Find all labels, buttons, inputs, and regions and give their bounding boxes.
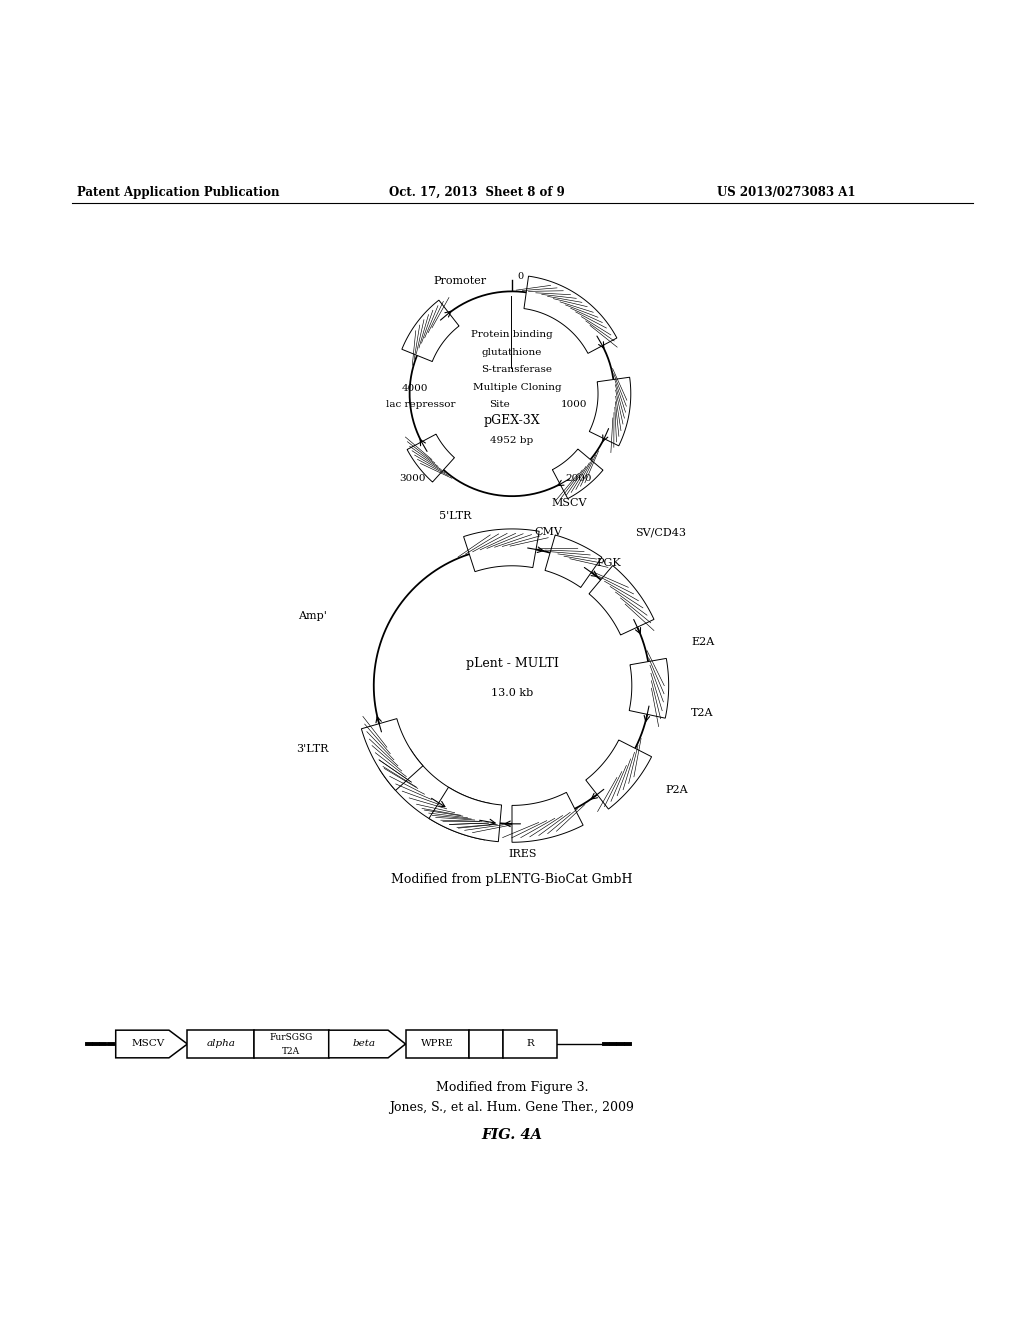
Text: IRES: IRES bbox=[508, 849, 537, 858]
Text: 4952 bp: 4952 bp bbox=[490, 436, 534, 445]
Polygon shape bbox=[361, 718, 423, 791]
FancyBboxPatch shape bbox=[406, 1030, 469, 1057]
Text: 3'LTR: 3'LTR bbox=[296, 744, 329, 754]
FancyBboxPatch shape bbox=[503, 1030, 557, 1057]
FancyBboxPatch shape bbox=[187, 1030, 254, 1057]
Polygon shape bbox=[379, 748, 492, 840]
Text: Modified from Figure 3.: Modified from Figure 3. bbox=[436, 1081, 588, 1094]
Text: Promoter: Promoter bbox=[433, 276, 486, 286]
Text: Site: Site bbox=[489, 400, 510, 409]
Text: Amp': Amp' bbox=[298, 611, 327, 620]
Polygon shape bbox=[589, 565, 654, 635]
Text: PGK: PGK bbox=[597, 558, 622, 568]
Polygon shape bbox=[464, 529, 540, 572]
Text: T2A: T2A bbox=[691, 709, 714, 718]
Text: Multiple Cloning: Multiple Cloning bbox=[473, 383, 561, 392]
Text: Patent Application Publication: Patent Application Publication bbox=[77, 186, 280, 199]
Text: 1000: 1000 bbox=[561, 400, 588, 409]
FancyBboxPatch shape bbox=[254, 1030, 329, 1057]
Text: P2A: P2A bbox=[666, 785, 688, 795]
Text: beta: beta bbox=[352, 1040, 376, 1048]
Text: MSCV: MSCV bbox=[132, 1040, 165, 1048]
Text: FIG. 4A: FIG. 4A bbox=[481, 1129, 543, 1142]
Text: S-transferase: S-transferase bbox=[481, 366, 553, 375]
Text: R: R bbox=[526, 1040, 534, 1048]
Text: SV/CD43: SV/CD43 bbox=[635, 527, 686, 537]
Text: 5'LTR: 5'LTR bbox=[439, 511, 472, 520]
FancyBboxPatch shape bbox=[469, 1030, 503, 1057]
Text: 3000: 3000 bbox=[399, 474, 426, 483]
Text: T2A: T2A bbox=[283, 1047, 300, 1056]
Text: CMV: CMV bbox=[534, 527, 562, 537]
Polygon shape bbox=[116, 1030, 187, 1057]
Text: alpha: alpha bbox=[206, 1040, 236, 1048]
Text: 4000: 4000 bbox=[401, 384, 428, 392]
Polygon shape bbox=[408, 434, 455, 482]
Text: 13.0 kb: 13.0 kb bbox=[490, 688, 534, 698]
Polygon shape bbox=[629, 659, 669, 718]
Text: lac repressor: lac repressor bbox=[386, 400, 456, 409]
Text: pLent - MULTI: pLent - MULTI bbox=[466, 657, 558, 671]
Text: Oct. 17, 2013  Sheet 8 of 9: Oct. 17, 2013 Sheet 8 of 9 bbox=[389, 186, 565, 199]
Text: Jones, S., et al. Hum. Gene Ther., 2009: Jones, S., et al. Hum. Gene Ther., 2009 bbox=[389, 1101, 635, 1114]
Text: 0: 0 bbox=[517, 272, 523, 281]
Text: US 2013/0273083 A1: US 2013/0273083 A1 bbox=[717, 186, 855, 199]
Text: glutathione: glutathione bbox=[482, 348, 542, 356]
Polygon shape bbox=[586, 741, 651, 809]
Polygon shape bbox=[552, 449, 603, 499]
Text: WPRE: WPRE bbox=[421, 1040, 454, 1048]
Polygon shape bbox=[545, 535, 602, 587]
Polygon shape bbox=[524, 276, 616, 354]
Polygon shape bbox=[512, 792, 583, 842]
Text: E2A: E2A bbox=[691, 636, 715, 647]
Text: Protein binding: Protein binding bbox=[471, 330, 553, 339]
Polygon shape bbox=[401, 300, 459, 362]
Text: 2000: 2000 bbox=[565, 474, 592, 483]
Text: FurSGSG: FurSGSG bbox=[269, 1034, 313, 1043]
Text: Modified from pLENTG-BioCat GmbH: Modified from pLENTG-BioCat GmbH bbox=[391, 874, 633, 886]
Polygon shape bbox=[329, 1030, 406, 1057]
Text: MSCV: MSCV bbox=[552, 499, 587, 508]
Polygon shape bbox=[589, 378, 631, 446]
Polygon shape bbox=[429, 787, 502, 842]
Text: pGEX-3X: pGEX-3X bbox=[483, 414, 541, 428]
